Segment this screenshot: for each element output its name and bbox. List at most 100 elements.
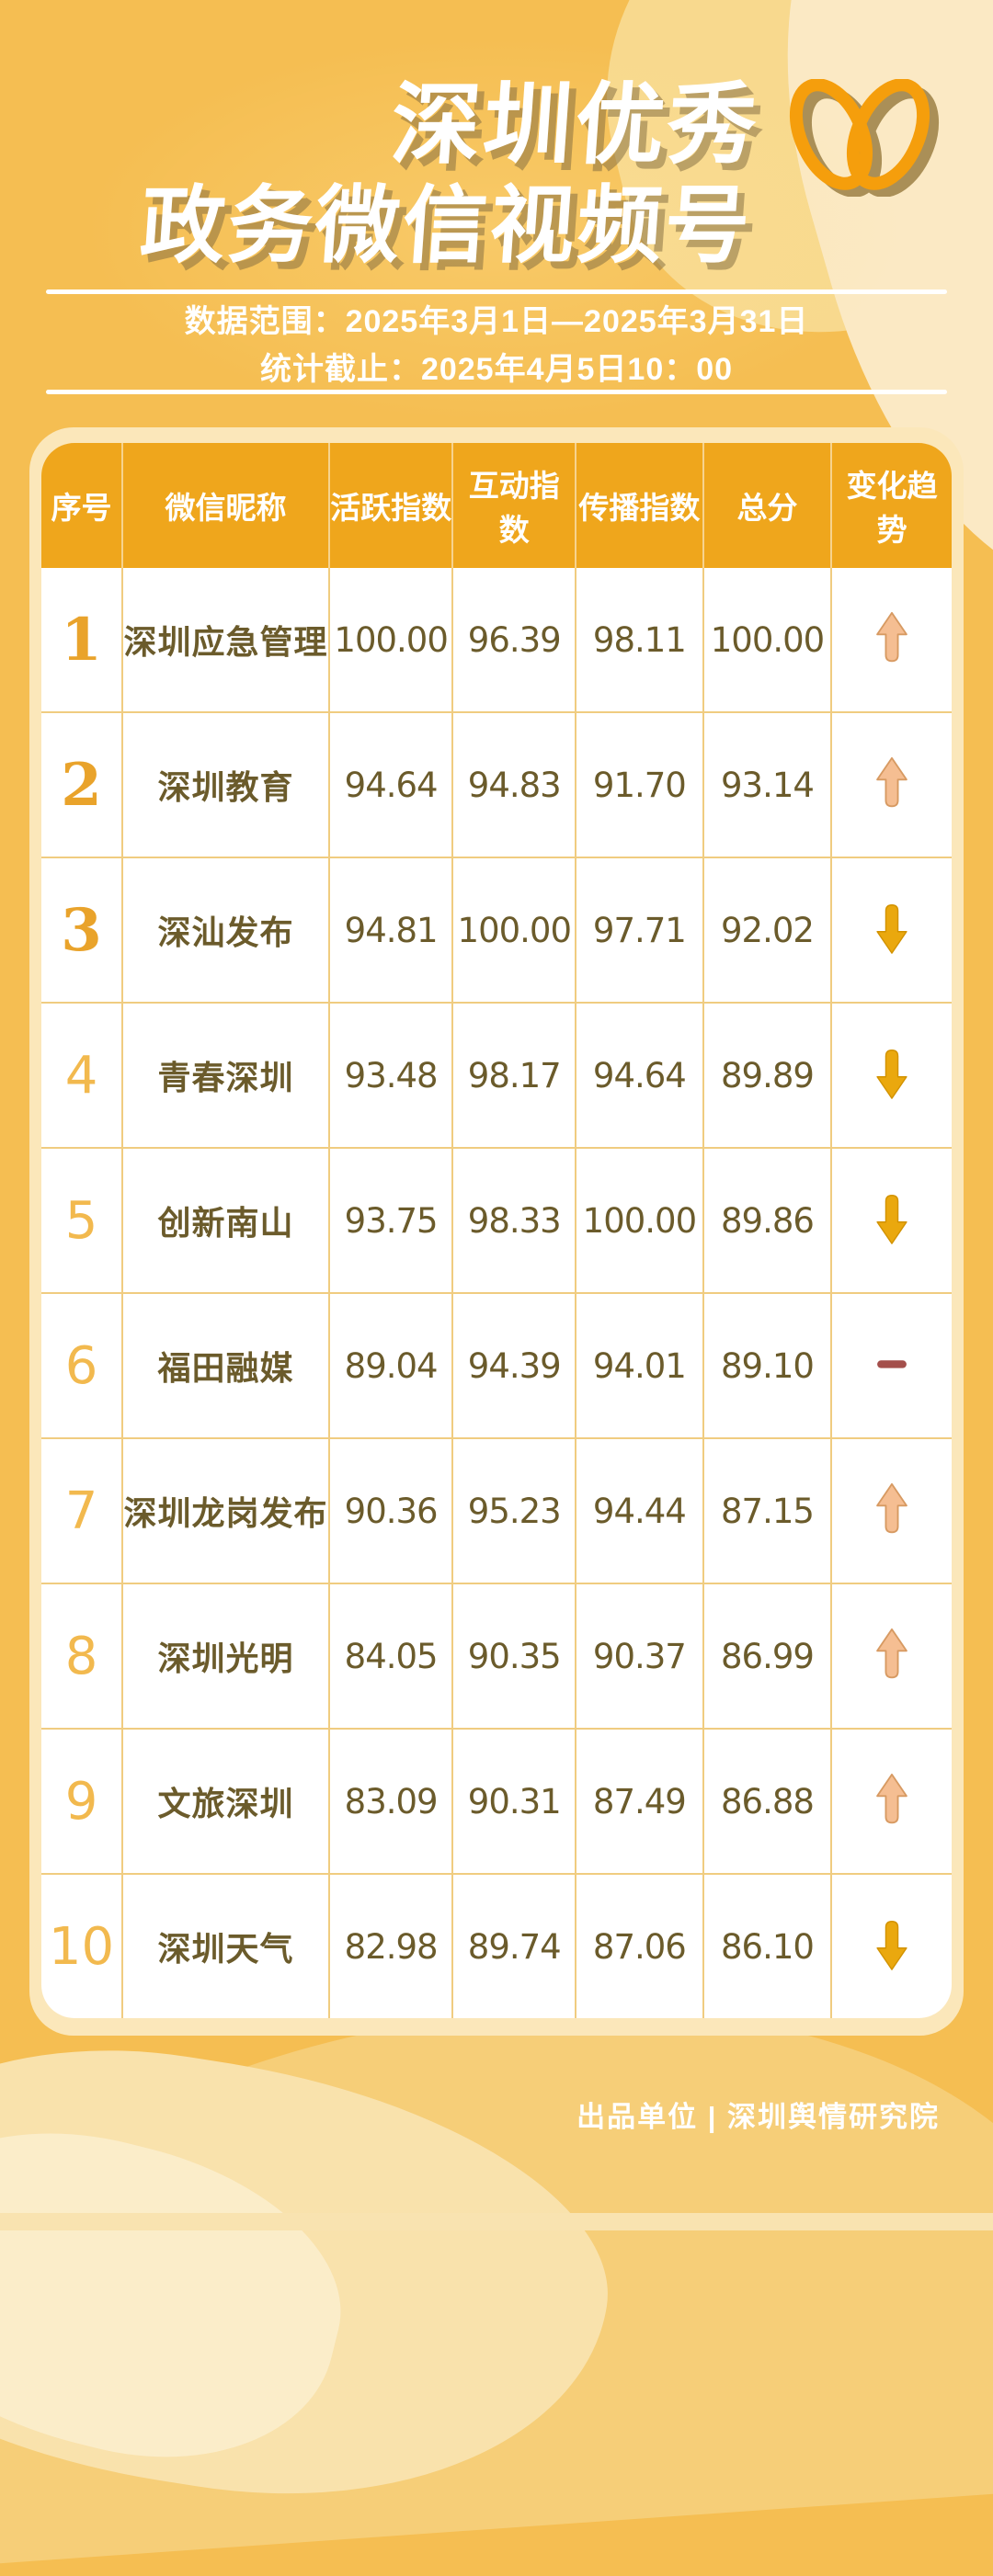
- trend-cell: [831, 1292, 952, 1438]
- rank-cell: 2: [41, 711, 124, 857]
- wechat-channels-logo: [780, 78, 943, 198]
- up-arrow-icon: [874, 756, 909, 810]
- total-score-cell: 86.99: [702, 1583, 833, 1729]
- interaction-index-cell: 98.33: [452, 1147, 577, 1293]
- interaction-index-cell: 89.74: [452, 1873, 577, 2018]
- spread-index-cell: 98.11: [576, 568, 704, 712]
- up-arrow-icon: [874, 1482, 909, 1536]
- credit-text: 出品单位 | 深圳舆情研究院: [576, 2101, 940, 2133]
- activity-index-cell: 90.36: [328, 1437, 454, 1583]
- activity-index-cell: 100.00: [328, 568, 454, 712]
- rank-cell: 6: [41, 1292, 124, 1438]
- account-name-cell: 深圳天气: [122, 1873, 330, 2018]
- trend-cell: [831, 711, 952, 857]
- trend-cell: [831, 857, 952, 1003]
- spread-index-cell: 90.37: [576, 1583, 704, 1729]
- up-arrow-icon: [874, 1628, 909, 1681]
- account-name-cell: 创新南山: [122, 1147, 330, 1293]
- ranking-table-body: 1 深圳应急管理 100.00 96.39 98.11 100.00 2 深圳教育 94.64 9…: [41, 568, 952, 2018]
- activity-index-cell: 94.64: [328, 711, 454, 857]
- trend-cell: [831, 1583, 952, 1729]
- table-row: 5 创新南山 93.75 98.33 100.00 89.86: [41, 1147, 952, 1293]
- account-name-cell: 福田融媒: [122, 1292, 330, 1438]
- spread-index-cell: 94.01: [576, 1292, 704, 1438]
- interaction-index-cell: 94.39: [452, 1292, 577, 1438]
- activity-index-cell: 84.05: [328, 1583, 454, 1729]
- activity-index-cell: 83.09: [328, 1728, 454, 1874]
- activity-index-cell: 89.04: [328, 1292, 454, 1438]
- col-header-rank: 序号: [41, 443, 124, 568]
- table-header-row: 序号 微信昵称 活跃指数 互动指数 传播指数 总分 变化趋势: [41, 443, 952, 568]
- spread-index-cell: 91.70: [576, 711, 704, 857]
- spread-index-cell: 97.71: [576, 857, 704, 1003]
- total-score-cell: 89.89: [702, 1002, 833, 1148]
- divider-line-top: [46, 289, 947, 294]
- account-name-cell: 深圳教育: [122, 711, 330, 857]
- total-score-cell: 89.10: [702, 1292, 833, 1438]
- col-header-spread: 传播指数: [576, 443, 704, 568]
- spread-index-cell: 94.64: [576, 1002, 704, 1148]
- spread-index-cell: 87.49: [576, 1728, 704, 1874]
- table-row: 3 深汕发布 94.81 100.00 97.71 92.02: [41, 857, 952, 1003]
- data-range-text: 数据范围：2025年3月1日—2025年3月31日: [184, 303, 809, 339]
- table-row: 7 深圳龙岗发布 90.36 95.23 94.44 87.15: [41, 1437, 952, 1583]
- account-name-cell: 深圳龙岗发布: [122, 1437, 330, 1583]
- trend-cell: [831, 1002, 952, 1148]
- down-arrow-icon: [874, 1918, 909, 1971]
- activity-index-cell: 94.81: [328, 857, 454, 1003]
- total-score-cell: 86.10: [702, 1873, 833, 2018]
- total-score-cell: 86.88: [702, 1728, 833, 1874]
- spread-index-cell: 94.44: [576, 1437, 704, 1583]
- table-row: 9 文旅深圳 83.09 90.31 87.49 86.88: [41, 1728, 952, 1874]
- poster-title: 深圳优秀 政务微信视频号: [0, 74, 763, 273]
- trend-cell: [831, 1728, 952, 1874]
- rank-cell: 3: [41, 857, 124, 1003]
- down-arrow-icon: [874, 902, 909, 955]
- account-name-cell: 文旅深圳: [122, 1728, 330, 1874]
- total-score-cell: 92.02: [702, 857, 833, 1003]
- up-arrow-icon: [874, 611, 909, 664]
- rank-cell: 9: [41, 1728, 124, 1874]
- table-row: 6 福田融媒 89.04 94.39 94.01 89.10: [41, 1292, 952, 1438]
- interaction-index-cell: 90.31: [452, 1728, 577, 1874]
- title-glow-blob: [83, 37, 910, 423]
- rank-cell: 10: [41, 1873, 124, 2018]
- rank-cell: 1: [41, 568, 124, 712]
- divider-line-bottom: [46, 390, 947, 394]
- account-name-cell: 深圳应急管理: [122, 568, 330, 712]
- total-score-cell: 89.86: [702, 1147, 833, 1293]
- table-row: 2 深圳教育 94.64 94.83 91.70 93.14: [41, 711, 952, 857]
- interaction-index-cell: 96.39: [452, 568, 577, 712]
- interaction-index-cell: 98.17: [452, 1002, 577, 1148]
- total-score-cell: 100.00: [702, 568, 833, 712]
- spread-index-cell: 87.06: [576, 1873, 704, 2018]
- rank-cell: 5: [41, 1147, 124, 1293]
- total-score-cell: 93.14: [702, 711, 833, 857]
- interaction-index-cell: 90.35: [452, 1583, 577, 1729]
- spread-index-cell: 100.00: [576, 1147, 704, 1293]
- table-row: 10 深圳天气 82.98 89.74 87.06 86.10: [41, 1873, 952, 2018]
- trend-cell: [831, 1147, 952, 1293]
- activity-index-cell: 82.98: [328, 1873, 454, 2018]
- ranking-table: 序号 微信昵称 活跃指数 互动指数 传播指数 总分 变化趋势 1 深圳应急管理 10…: [41, 443, 952, 2018]
- table-row: 1 深圳应急管理 100.00 96.39 98.11 100.00: [41, 568, 952, 712]
- account-name-cell: 深圳光明: [122, 1583, 330, 1729]
- meta-info: 数据范围：2025年3月1日—2025年3月31日 统计截止：2025年4月5日…: [0, 294, 993, 390]
- col-header-interaction: 互动指数: [452, 443, 577, 568]
- trend-cell: [831, 1873, 952, 2018]
- col-header-activity: 活跃指数: [328, 443, 454, 568]
- col-header-name: 微信昵称: [122, 443, 330, 568]
- rank-cell: 4: [41, 1002, 124, 1148]
- down-arrow-icon: [874, 1047, 909, 1100]
- account-name-cell: 深汕发布: [122, 857, 330, 1003]
- bottom-light-strip: [0, 2213, 993, 2230]
- table-row: 4 青春深圳 93.48 98.17 94.64 89.89: [41, 1002, 952, 1148]
- trend-cell: [831, 568, 952, 712]
- dash-icon: [874, 1337, 909, 1390]
- rank-cell: 8: [41, 1583, 124, 1729]
- trend-cell: [831, 1437, 952, 1583]
- table-row: 8 深圳光明 84.05 90.35 90.37 86.99: [41, 1583, 952, 1729]
- title-line-1: 深圳优秀: [387, 74, 763, 175]
- activity-index-cell: 93.48: [328, 1002, 454, 1148]
- ranking-table-wrapper: 序号 微信昵称 活跃指数 互动指数 传播指数 总分 变化趋势 1 深圳应急管理 10…: [41, 443, 952, 2018]
